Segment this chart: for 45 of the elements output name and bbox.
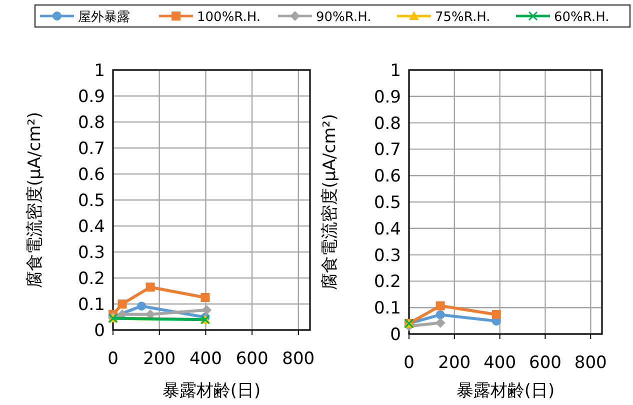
y-tick-label: 0.7 (78, 139, 105, 159)
y-tick-label: 0.8 (374, 114, 401, 134)
y-tick-label: 0.5 (374, 193, 401, 213)
x-axis-title: 暴露材齢(日) (456, 381, 555, 401)
x-tick-label: 800 (282, 349, 315, 369)
y-tick-label: 0.4 (374, 219, 401, 240)
y-tick-label: 0.4 (78, 217, 105, 237)
y-tick-label: 0.9 (374, 87, 401, 108)
point (436, 301, 445, 310)
y-tick-label: 0.6 (374, 166, 401, 187)
x-axis-title: 暴露材齢(日) (162, 381, 261, 401)
y-tick-label: 0.2 (374, 272, 401, 292)
legend-label: 屋外暴露 (78, 10, 130, 25)
legend-label: 90%R.H. (316, 10, 372, 25)
y-tick-label: 0.7 (374, 140, 401, 160)
y-tick-label: 1 (390, 61, 401, 81)
y-tick-label: 0 (94, 321, 105, 341)
point (436, 310, 445, 320)
y-tick-label: 1 (94, 61, 105, 81)
legend-label: 60%R.H. (554, 10, 610, 25)
x-tick-label: 0 (404, 353, 414, 373)
point (435, 318, 446, 328)
y-tick-label: 0.5 (78, 191, 105, 211)
x-tick-label: 0 (108, 349, 118, 369)
x-tick-label: 200 (438, 353, 471, 373)
x-tick-label: 600 (236, 349, 268, 369)
point (492, 310, 501, 319)
x-tick-label: 200 (143, 349, 176, 369)
y-tick-label: 0.9 (78, 87, 105, 107)
legend-label: 75%R.H. (435, 10, 490, 25)
y-tick-label: 0 (390, 325, 401, 345)
y-axis-title: 腐食電流密度(μA/cm²) (320, 114, 340, 290)
y-tick-label: 0.6 (78, 165, 105, 185)
x-tick-label: 600 (529, 353, 562, 373)
y-tick-label: 0.2 (78, 269, 105, 289)
y-tick-label: 0.1 (374, 298, 401, 319)
y-tick-label: 0.3 (78, 243, 105, 263)
x-tick-label: 800 (574, 353, 607, 373)
x-tick-label: 400 (484, 353, 516, 373)
y-axis-title: 腐食電流密度(μA/cm²) (25, 112, 45, 288)
y-tick-label: 0.3 (374, 246, 401, 266)
x-tick-label: 400 (189, 349, 222, 369)
legend-label: 100%R.H. (197, 10, 261, 25)
y-tick-label: 0.8 (78, 113, 105, 133)
y-tick-label: 0.1 (78, 295, 105, 315)
